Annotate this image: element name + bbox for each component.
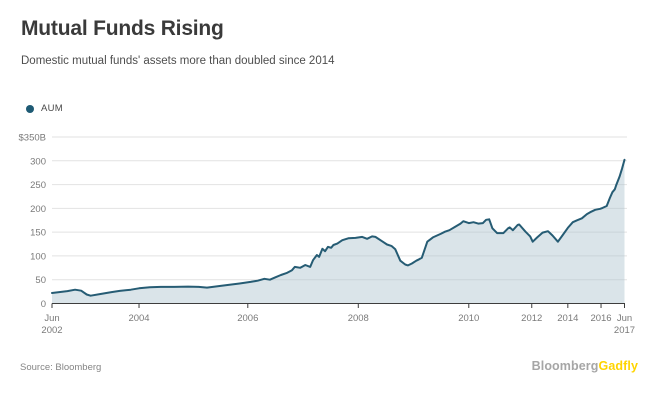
x-axis-label: 2008 (348, 313, 369, 324)
x-axis-label: Jun (44, 313, 59, 324)
aum-line-series (51, 158, 626, 297)
legend-dot-icon (26, 104, 34, 113)
x-axis-label: 2010 (458, 313, 479, 324)
y-axis-label: 100 (30, 251, 46, 262)
legend: AUM (26, 103, 63, 114)
y-axis-label: 0 (41, 299, 46, 310)
y-axis-label: 250 (30, 180, 46, 191)
y-axis-label: $350B (19, 133, 46, 144)
x-axis-label: 2012 (521, 313, 542, 324)
x-axis-label: Jun (617, 313, 632, 324)
y-axis-label: 150 (30, 228, 46, 239)
source-credit: Source: Bloomberg (20, 362, 102, 373)
x-axis-label: 2017 (614, 325, 635, 336)
chart-title: Mutual Funds Rising (21, 17, 224, 40)
logo-gadfly-text: Gadfly (598, 359, 638, 373)
y-axis-label: 50 (35, 275, 46, 286)
logo-bloomberg-text: Bloomberg (531, 359, 599, 373)
y-axis-label: 200 (30, 204, 46, 215)
legend-label: AUM (41, 103, 64, 114)
bloomberg-gadfly-logo: BloombergGadfly (532, 359, 638, 373)
area-fill (52, 159, 625, 304)
x-axis-label: 2006 (237, 313, 258, 324)
x-axis-label: 2016 (590, 313, 611, 324)
x-axis-label: 2004 (128, 313, 149, 324)
x-axis-label: 2014 (557, 313, 578, 324)
chart-subtitle: Domestic mutual funds' assets more than … (21, 55, 335, 67)
y-axis-label: 300 (30, 156, 46, 167)
x-axis-label: 2002 (41, 325, 62, 336)
